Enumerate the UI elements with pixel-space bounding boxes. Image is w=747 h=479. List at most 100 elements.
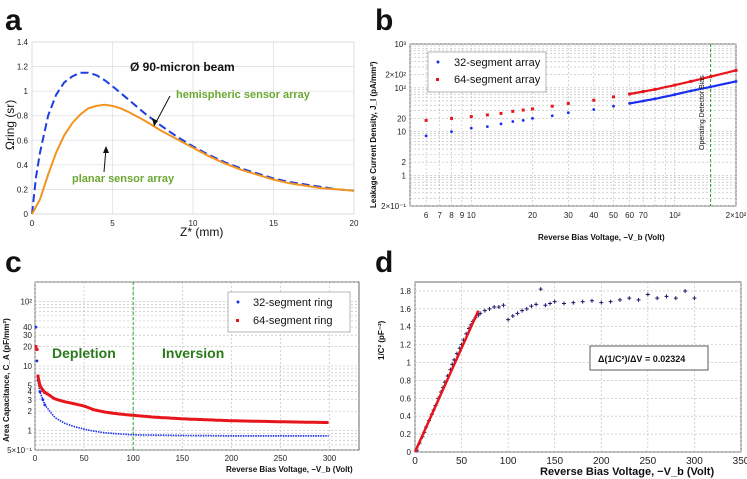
data-point-32-segment	[424, 134, 428, 138]
x-tick-label-b: 70	[639, 211, 648, 220]
data-point-32-ring	[41, 398, 45, 402]
data-point-d	[496, 305, 501, 310]
x-tick-label-c: 200	[225, 454, 239, 463]
y-tick-label-b: 20	[397, 114, 406, 123]
y-tick-label-b: 1	[402, 171, 407, 180]
data-point-32-segment	[450, 130, 453, 133]
x-tick-label-b: 40	[589, 211, 598, 220]
data-point-64-ring	[43, 390, 47, 394]
legend-c-label-1: 64-segment ring	[253, 315, 333, 327]
annotation-planar: planar sensor array	[72, 173, 175, 185]
legend-c-marker-0	[236, 300, 240, 304]
x-tick-label-c: 50	[80, 454, 89, 463]
legend-c-label-0: 32-segment ring	[253, 297, 333, 309]
arrowhead-planar	[103, 146, 109, 153]
data-point-32-ring	[35, 359, 39, 363]
x-tick-label-b: 10	[467, 211, 476, 220]
x-tick-label-a: 20	[350, 219, 359, 228]
data-point-64-segment	[628, 92, 632, 96]
data-point-d	[501, 303, 506, 308]
data-point-64-segment	[611, 95, 615, 99]
x-tick-label-d: 350	[733, 456, 747, 467]
y-tick-label-a: 0.4	[17, 161, 29, 170]
panel-letter-c: c	[5, 246, 22, 279]
data-point-d	[515, 311, 520, 316]
data-point-32-segment	[550, 114, 554, 118]
series-trace-32-ring	[37, 380, 329, 437]
data-point-d	[636, 297, 641, 302]
series-line-hemispheric	[31, 71, 355, 215]
data-point-d	[524, 306, 529, 311]
data-point-d	[599, 300, 604, 305]
y-tick-label-c: 20	[23, 343, 32, 352]
x-tick-label-c: 100	[127, 454, 141, 463]
region-label-inversion: Inversion	[162, 345, 224, 361]
data-point-d	[520, 308, 525, 313]
data-point-d	[538, 287, 543, 292]
fit-line-d	[413, 310, 480, 453]
y-tick-label-d: 0.2	[400, 430, 412, 439]
legend-c-marker-1	[236, 319, 239, 322]
y-tick-label-c: 2	[28, 407, 33, 416]
data-point-d	[510, 314, 515, 318]
x-tick-label-d: 50	[456, 456, 468, 467]
x-tick-label-b: 20	[528, 211, 537, 220]
y-tick-label-d: 0.6	[400, 394, 412, 403]
y-tick-label-c: 3	[28, 396, 33, 405]
data-point-d	[589, 298, 594, 303]
data-point-d	[552, 299, 557, 304]
series-trace-64-ring	[36, 375, 329, 425]
data-point-d	[580, 299, 585, 304]
data-point-d	[487, 306, 492, 311]
y-tick-label-c: 10	[23, 362, 32, 371]
data-point-d	[506, 317, 511, 322]
x-tick-label-d: 100	[500, 456, 517, 467]
y-axis-label-a: Ωring (sr)	[3, 100, 17, 150]
data-point-64-segment	[499, 111, 503, 115]
panel-letter-a: a	[5, 4, 22, 37]
x-tick-label-d: 150	[546, 456, 563, 467]
slope-annotation-box	[589, 345, 709, 371]
y-tick-label-d: 1.4	[400, 323, 412, 332]
data-point-d	[478, 311, 483, 316]
data-point-d	[492, 305, 497, 310]
x-tick-label-d: 250	[640, 456, 657, 467]
legend-c	[227, 291, 351, 333]
y-tick-label-b: 10	[397, 128, 406, 137]
data-point-d	[645, 292, 650, 297]
data-point-32-ring	[43, 403, 47, 407]
y-tick-label-c: 10²	[20, 297, 32, 306]
data-point-32-ring	[34, 325, 38, 329]
legend-b-marker-0	[436, 60, 440, 64]
panel-letter-b: b	[375, 4, 393, 37]
annotation-hemispheric: hemispheric sensor array	[176, 89, 311, 101]
x-axis-label-b: Reverse Bias Voltage, −V_b (Volt)	[538, 233, 665, 242]
vline-label-b: Operating Detector Bias	[699, 75, 706, 150]
data-point-d	[673, 296, 678, 301]
data-point-32-ring	[38, 390, 42, 394]
data-point-32-segment	[485, 125, 489, 129]
data-point-64-ring	[41, 388, 45, 392]
x-tick-label-d: 0	[412, 456, 418, 467]
series-trace-64-segment	[629, 69, 737, 96]
data-point-64-segment	[511, 109, 515, 113]
y-tick-label-a: 0	[24, 210, 29, 219]
data-point-d	[683, 288, 688, 293]
data-point-d	[655, 296, 660, 301]
y-tick-label-b: 2×10²	[385, 71, 406, 80]
data-point-d	[534, 302, 539, 307]
data-point-64-segment	[521, 108, 525, 112]
x-tick-label-c: 150	[176, 454, 190, 463]
chart-a: 0 5 10 15 20 0 0.2 0.4 0.6 0.8 1 1.2 1.4 Ø 90-micron…	[3, 38, 359, 239]
data-point-d	[608, 299, 613, 304]
x-tick-label-d: 300	[686, 456, 703, 467]
series-trace-32-segment	[629, 80, 737, 105]
chart-a-title: Ø 90-micron beam	[130, 60, 235, 74]
data-point-d	[617, 297, 622, 302]
y-tick-label-b: 10²	[394, 84, 406, 93]
x-axis-label-a: Z* (mm)	[180, 225, 223, 239]
x-tick-label-c: 300	[323, 454, 337, 463]
y-tick-label-c: 4	[28, 388, 33, 397]
